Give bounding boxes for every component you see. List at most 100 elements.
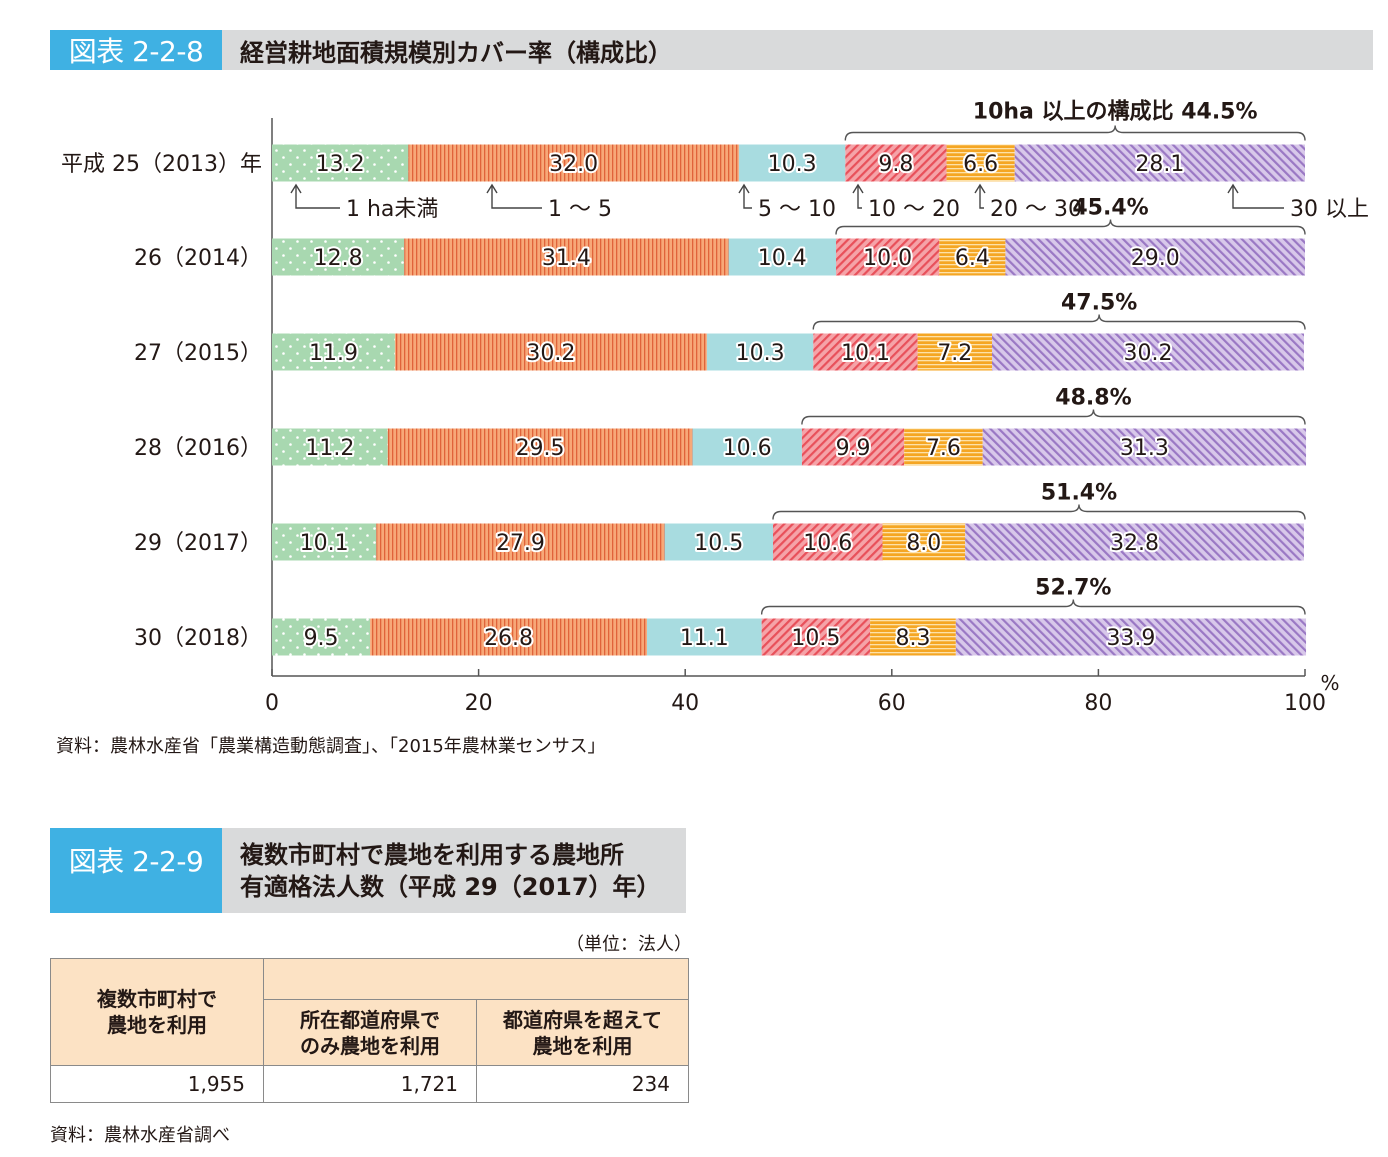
data-label: 10.1 — [300, 531, 349, 556]
bar-segment — [1005, 238, 1305, 276]
legend-leader-line — [857, 185, 862, 209]
legend-leader-line — [1232, 185, 1284, 209]
bar-segment — [801, 428, 905, 466]
data-label: 8.3 — [895, 626, 930, 651]
bar-segment — [376, 523, 665, 561]
bar-segment — [917, 333, 993, 371]
data-label: 32.8 — [1110, 531, 1159, 556]
bar-segment — [664, 523, 774, 561]
header-within-prefecture: 所在都道府県で のみ農地を利用 — [263, 999, 477, 1066]
x-tick-label: 40 — [671, 691, 699, 716]
data-label: 6.4 — [955, 246, 990, 271]
data-label: 10.3 — [768, 152, 817, 177]
data-label: 10.4 — [758, 246, 807, 271]
data-label: 11.2 — [305, 436, 354, 461]
over10-share-label: 52.7% — [1035, 576, 1111, 601]
arrow-icon — [974, 183, 986, 194]
data-label: 26.8 — [484, 626, 533, 651]
bar-segment — [982, 428, 1307, 466]
figure-title-line-2: 有適格法人数（平成 29（2017）年） — [240, 872, 661, 901]
bar-segment — [738, 144, 846, 182]
figure-number: 図表 2-2-9 — [50, 828, 222, 913]
corporations-table: 複数市町村で 農地を利用 所在都道府県で のみ農地を利用 都道府県を超えて 農地… — [50, 958, 689, 1103]
bar-segment — [870, 618, 956, 656]
bar-segment — [939, 238, 1006, 276]
bar-segment — [845, 144, 947, 182]
data-label: 10.5 — [694, 531, 743, 556]
legend-leader-line — [295, 185, 340, 209]
header-cross-prefecture: 都道府県を超えて 農地を利用 — [476, 999, 689, 1066]
bar-segment — [646, 618, 762, 656]
data-label: 29.0 — [1131, 246, 1180, 271]
value-cross-prefecture: 234 — [476, 1065, 689, 1103]
bar-segment — [946, 144, 1015, 182]
over10-brace — [835, 219, 1306, 235]
over10-share-label: 47.5% — [1061, 291, 1137, 316]
figure-header-2-2-9: 図表 2-2-9 複数市町村で農地を利用する農地所 有適格法人数（平成 29（2… — [50, 828, 686, 913]
data-label: 9.8 — [878, 152, 913, 177]
data-label: 13.2 — [316, 152, 365, 177]
data-label: 11.9 — [309, 341, 358, 366]
legend-leader-line — [979, 185, 984, 209]
category-label: 28（2016） — [134, 436, 262, 461]
bar-segment — [272, 618, 371, 656]
category-label: 30（2018） — [134, 626, 262, 651]
data-label: 12.8 — [314, 246, 363, 271]
x-axis-unit: % — [1320, 671, 1339, 695]
figure-title-line-1: 複数市町村で農地を利用する農地所 — [240, 840, 624, 869]
bar-segment — [761, 618, 871, 656]
figure-number: 図表 2-2-8 — [50, 30, 222, 70]
bar-segment — [1014, 144, 1305, 182]
value-total: 1,955 — [50, 1065, 264, 1103]
data-label: 9.5 — [304, 626, 339, 651]
data-label: 28.1 — [1135, 152, 1184, 177]
over10-share-label: 45.4% — [1072, 196, 1148, 221]
data-label: 6.6 — [963, 152, 998, 177]
bar-segment — [272, 238, 405, 276]
data-label: 31.4 — [542, 246, 591, 271]
legend-leader-line — [491, 185, 542, 209]
x-tick-label: 60 — [878, 691, 906, 716]
arrow-icon — [1227, 183, 1239, 194]
data-label: 27.9 — [496, 531, 545, 556]
arrow-icon — [852, 183, 864, 194]
legend-label: 30 以上 — [1290, 197, 1369, 222]
bar-segment — [706, 333, 814, 371]
x-tick-label: 100 — [1284, 691, 1326, 716]
unit-label: （単位：法人） — [566, 934, 692, 955]
data-label: 32.0 — [549, 152, 598, 177]
legend-label: 1 〜 5 — [548, 197, 612, 222]
data-label: 31.3 — [1120, 436, 1169, 461]
over10-brace — [801, 409, 1306, 425]
bar-segment — [836, 238, 940, 276]
arrow-icon — [738, 183, 750, 194]
figure-title: 複数市町村で農地を利用する農地所 有適格法人数（平成 29（2017）年） — [222, 828, 661, 913]
figure-header-2-2-8: 図表 2-2-8 経営耕地面積規模別カバー率（構成比） — [50, 30, 1373, 70]
category-label: 平成 25（2013）年 — [61, 152, 262, 177]
data-label: 9.9 — [836, 436, 871, 461]
legend-label: 10 〜 20 — [868, 197, 960, 222]
bar-segment — [387, 428, 693, 466]
over10-share-label: 10ha 以上の構成比 44.5% — [973, 99, 1258, 125]
category-label: 29（2017） — [134, 531, 262, 556]
data-label: 10.1 — [841, 341, 890, 366]
data-label: 10.6 — [723, 436, 772, 461]
data-label: 10.3 — [736, 341, 785, 366]
bar-segment — [370, 618, 647, 656]
data-label: 33.9 — [1106, 626, 1155, 651]
bar-segment — [992, 333, 1304, 371]
bar-segment — [728, 238, 837, 276]
over10-brace — [812, 314, 1306, 330]
data-label: 29.5 — [516, 436, 565, 461]
stacked-bar-chart: 0 20 40 60 80 100% 平成 25（2013）年 13.2 32.0 10.3 9.8… — [61, 99, 1369, 717]
bar-segment — [408, 144, 739, 182]
data-label: 30.2 — [1123, 341, 1172, 366]
bar-segment — [272, 333, 395, 371]
x-tick-label: 20 — [465, 691, 493, 716]
data-label: 10.0 — [863, 246, 912, 271]
over10-share-label: 51.4% — [1041, 481, 1117, 506]
data-label: 8.0 — [906, 531, 941, 556]
arrow-icon — [290, 183, 302, 194]
header-spacer — [263, 958, 689, 1000]
category-label: 27（2015） — [134, 341, 262, 366]
